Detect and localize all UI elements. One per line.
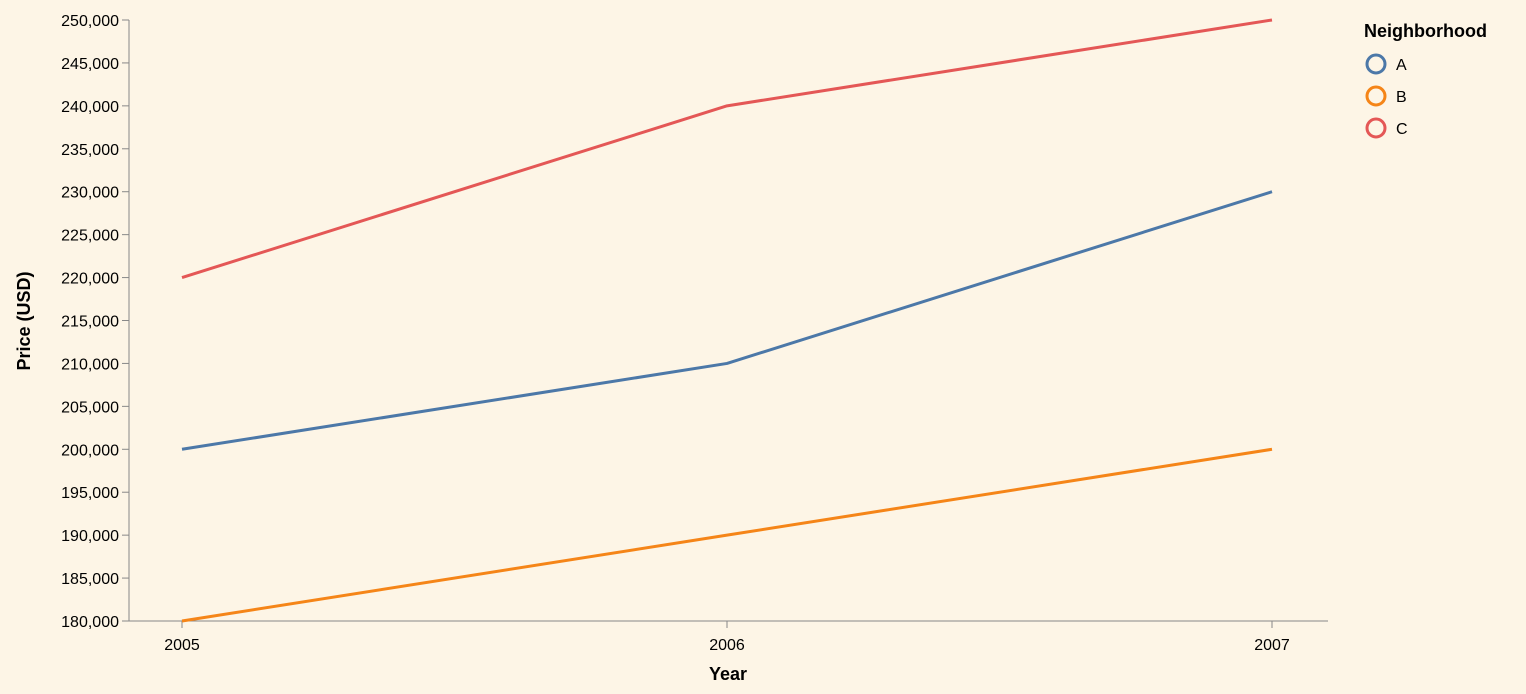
y-tick-label: 245,000 (61, 56, 119, 73)
legend-symbol-c (1365, 117, 1387, 139)
legend-title: Neighborhood (1364, 21, 1487, 41)
series-line-c (181, 18, 1273, 280)
axes: 180,000 185,000 190,000 195,000 200,000 205,0… (14, 13, 1328, 684)
y-tick-label: 225,000 (61, 228, 119, 245)
y-tick-label: 235,000 (61, 142, 119, 159)
y-axis-title: Price (USD) (14, 271, 34, 370)
y-tick-label: 230,000 (61, 185, 119, 202)
y-tick-label: 190,000 (61, 528, 119, 545)
y-tick-label: 195,000 (61, 485, 119, 502)
y-tick-label: 220,000 (61, 271, 119, 288)
y-tick-label: 200,000 (61, 442, 119, 459)
legend-symbol-b (1365, 85, 1387, 107)
legend-symbol-a (1365, 53, 1387, 75)
y-tick-label: 205,000 (61, 399, 119, 416)
y-tick-label: 185,000 (61, 571, 119, 588)
y-axis-ticks: 180,000 185,000 190,000 195,000 200,000 205,0… (61, 13, 129, 631)
y-tick-label: 215,000 (61, 314, 119, 331)
series-lines (181, 18, 1273, 623)
x-tick-label: 2005 (164, 637, 200, 654)
x-tick-label: 2006 (709, 637, 745, 654)
x-tick-label: 2007 (1254, 637, 1290, 654)
x-axis-ticks: 2005 2006 2007 (164, 621, 1290, 654)
y-tick-label: 250,000 (61, 13, 119, 30)
y-tick-label: 240,000 (61, 99, 119, 116)
y-tick-label: 210,000 (61, 356, 119, 373)
legend: Neighborhood ABC (1364, 21, 1487, 139)
series-line-b (181, 447, 1273, 623)
y-tick-label: 180,000 (61, 614, 119, 631)
legend-label-c: C (1396, 121, 1408, 138)
series-line-a (181, 190, 1273, 451)
legend-label-b: B (1396, 89, 1407, 106)
legend-label-a: A (1396, 57, 1407, 74)
legend-items: ABC (1365, 53, 1408, 139)
x-axis-title: Year (709, 664, 747, 684)
